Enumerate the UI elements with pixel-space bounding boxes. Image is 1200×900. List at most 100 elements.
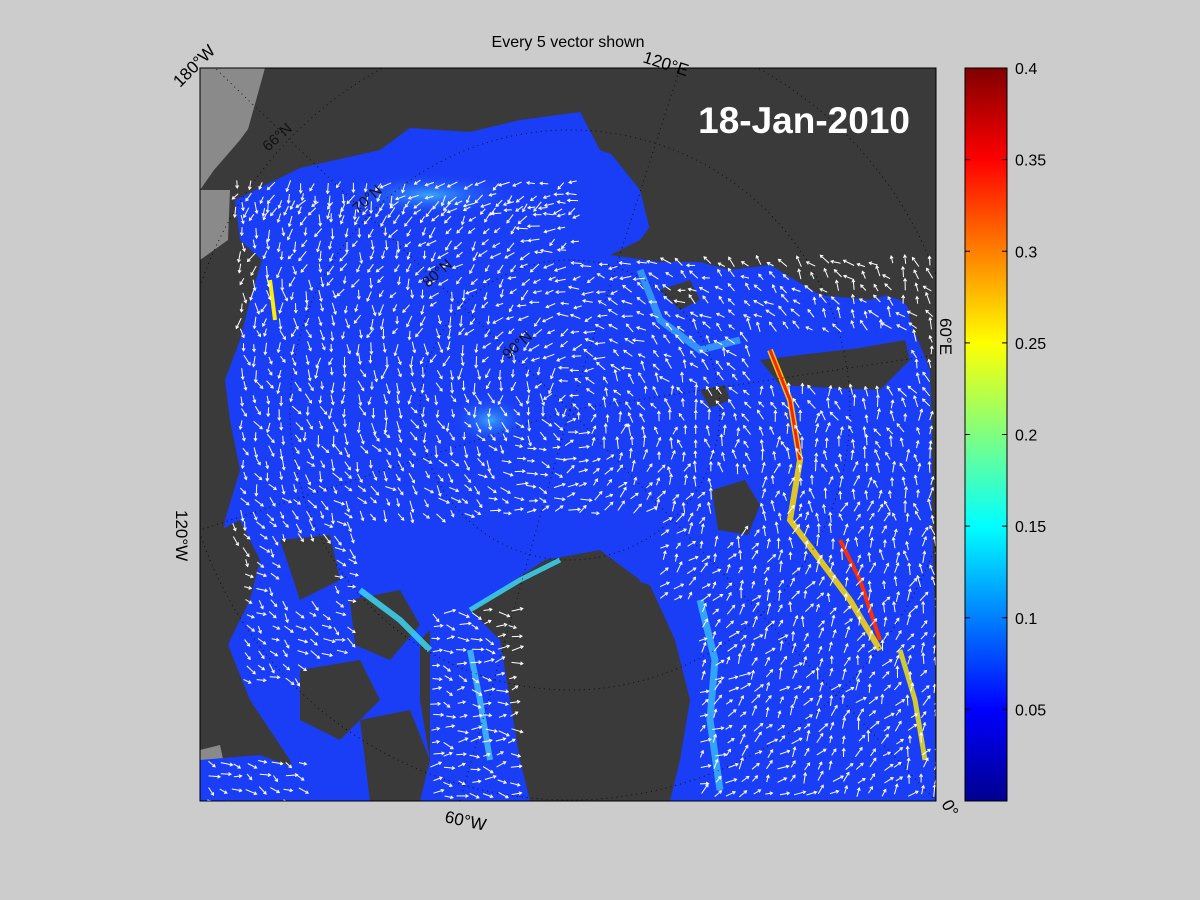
drift-vector-head bbox=[311, 203, 315, 207]
drift-vector bbox=[827, 593, 830, 602]
drift-vector-head bbox=[254, 492, 259, 497]
drift-vector bbox=[793, 727, 801, 733]
drift-vector-head bbox=[397, 361, 402, 366]
drift-vector-head bbox=[456, 280, 460, 285]
drift-vector-head bbox=[386, 390, 391, 395]
drift-vector-head bbox=[413, 436, 418, 441]
drift-vector-head bbox=[376, 437, 380, 442]
drift-vector bbox=[688, 522, 693, 535]
drift-vector bbox=[464, 474, 471, 483]
drift-vector bbox=[680, 270, 687, 279]
drift-vector-head bbox=[703, 256, 708, 260]
drift-vector-head bbox=[493, 729, 498, 733]
drift-vector bbox=[320, 500, 329, 510]
drift-vector bbox=[880, 734, 889, 744]
drift-vector bbox=[396, 498, 400, 507]
drift-vector bbox=[267, 407, 270, 417]
drift-vector bbox=[882, 602, 886, 613]
drift-vector bbox=[620, 423, 628, 434]
drift-vector-head bbox=[828, 511, 833, 516]
drift-vector-head bbox=[872, 748, 876, 753]
drift-vector-head bbox=[525, 400, 530, 405]
drift-vector-head bbox=[916, 489, 920, 493]
drift-vector-head bbox=[431, 217, 435, 222]
drift-vector-head bbox=[650, 402, 654, 407]
drift-vector bbox=[591, 425, 596, 435]
drift-vector-head bbox=[427, 281, 432, 285]
drift-vector-head bbox=[245, 451, 249, 456]
drift-vector bbox=[498, 611, 510, 617]
drift-vector bbox=[520, 263, 528, 268]
drift-vector bbox=[322, 613, 331, 621]
drift-vector bbox=[855, 514, 861, 521]
drift-vector bbox=[764, 627, 768, 640]
drift-vector-head bbox=[922, 721, 927, 726]
drift-vector-head bbox=[609, 467, 614, 471]
drift-vector-head bbox=[623, 349, 627, 354]
drift-vector bbox=[495, 199, 503, 207]
drift-vector bbox=[686, 567, 697, 575]
drift-vector-head bbox=[333, 294, 337, 299]
drift-vector bbox=[838, 387, 843, 395]
drift-vector bbox=[595, 342, 606, 345]
drift-vector bbox=[646, 260, 658, 265]
drift-vector-head bbox=[892, 512, 896, 517]
drift-vector-head bbox=[885, 451, 889, 456]
drift-vector-head bbox=[478, 504, 483, 509]
drift-vector bbox=[929, 317, 932, 330]
drift-vector-head bbox=[689, 311, 694, 316]
drift-vector bbox=[334, 575, 343, 578]
drift-vector-head bbox=[675, 334, 679, 339]
drift-vector bbox=[432, 741, 440, 744]
drift-vector-head bbox=[743, 424, 747, 429]
drift-vector-head bbox=[842, 668, 847, 673]
drift-vector bbox=[619, 452, 623, 461]
drift-vector-head bbox=[900, 265, 905, 270]
drift-vector bbox=[688, 576, 696, 586]
drift-vector bbox=[243, 533, 251, 540]
drift-vector bbox=[280, 251, 283, 260]
drift-vector-head bbox=[894, 783, 899, 788]
drift-vector-head bbox=[594, 323, 599, 328]
drift-vector-head bbox=[777, 258, 782, 263]
drift-vector-head bbox=[557, 185, 562, 190]
drift-vector bbox=[343, 276, 346, 284]
drift-vector-head bbox=[316, 444, 321, 448]
drift-vector bbox=[922, 387, 931, 397]
drift-vector bbox=[717, 269, 723, 277]
drift-vector-head bbox=[326, 271, 331, 276]
drift-vector bbox=[472, 251, 479, 261]
drift-vector bbox=[613, 349, 619, 357]
drift-vector bbox=[578, 482, 587, 487]
drift-vector bbox=[565, 457, 577, 460]
drift-vector bbox=[702, 618, 708, 628]
drift-vector-head bbox=[290, 351, 295, 356]
drift-vector bbox=[868, 710, 876, 717]
drift-vector bbox=[267, 201, 269, 213]
drift-vector-head bbox=[887, 751, 892, 756]
drift-vector-head bbox=[703, 637, 708, 641]
drift-vector-head bbox=[328, 361, 332, 366]
drift-vector-head bbox=[352, 599, 357, 603]
drift-vector-head bbox=[862, 425, 867, 430]
drift-vector-head bbox=[677, 288, 682, 293]
drift-vector-head bbox=[429, 302, 434, 307]
drift-vector bbox=[907, 655, 912, 665]
drift-vector bbox=[773, 463, 781, 474]
drift-vector-head bbox=[520, 645, 525, 650]
drift-vector bbox=[359, 510, 364, 521]
drift-vector bbox=[828, 555, 832, 563]
drift-vector-head bbox=[308, 334, 312, 339]
drift-vector bbox=[754, 684, 764, 692]
drift-vector-head bbox=[708, 461, 713, 465]
drift-vector-head bbox=[781, 725, 786, 729]
drift-vector-head bbox=[318, 399, 323, 404]
drift-vector bbox=[689, 335, 696, 343]
drift-vector-head bbox=[487, 619, 492, 624]
drift-vector-head bbox=[718, 694, 723, 699]
drift-vector bbox=[777, 634, 788, 641]
drift-vector-head bbox=[613, 389, 617, 394]
drift-vector-head bbox=[481, 462, 485, 467]
drift-vector bbox=[510, 381, 517, 391]
drift-vector-head bbox=[288, 499, 293, 504]
